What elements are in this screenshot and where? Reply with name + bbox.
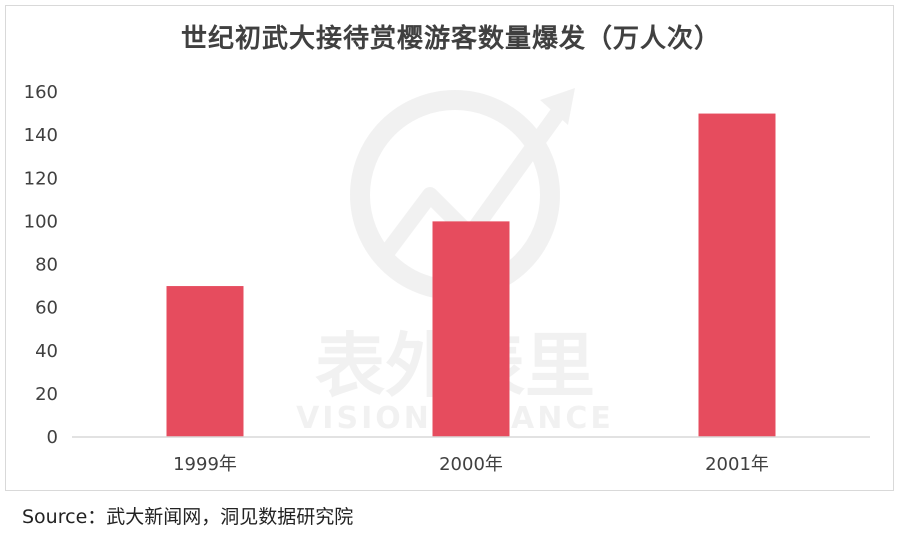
- y-tick-label: 120: [24, 168, 58, 189]
- x-tick-label: 2000年: [439, 454, 503, 475]
- y-axis: 0 20 40 60 80 100 120 140 160: [24, 82, 58, 448]
- chart-title: 世纪初武大接待赏樱游客数量爆发（万人次）: [180, 24, 721, 54]
- bars-group: [166, 113, 776, 437]
- bar: [432, 221, 510, 437]
- y-tick-label: 40: [35, 341, 58, 362]
- watermark-arrowhead: [540, 88, 575, 125]
- bar: [698, 113, 776, 437]
- y-tick-label: 160: [24, 82, 58, 103]
- y-tick-label: 80: [35, 255, 58, 276]
- x-tick-label: 2001年: [705, 454, 769, 475]
- bar: [166, 286, 244, 437]
- y-tick-label: 140: [24, 125, 58, 146]
- y-tick-label: 20: [35, 384, 58, 405]
- y-tick-label: 0: [47, 427, 58, 448]
- y-tick-label: 60: [35, 298, 58, 319]
- watermark-arrow: [378, 105, 567, 260]
- x-tick-label: 1999年: [173, 454, 237, 475]
- y-tick-label: 100: [24, 211, 58, 232]
- source-note: Source：武大新闻网，洞见数据研究院: [22, 506, 354, 528]
- x-axis: 1999年 2000年 2001年: [173, 454, 769, 475]
